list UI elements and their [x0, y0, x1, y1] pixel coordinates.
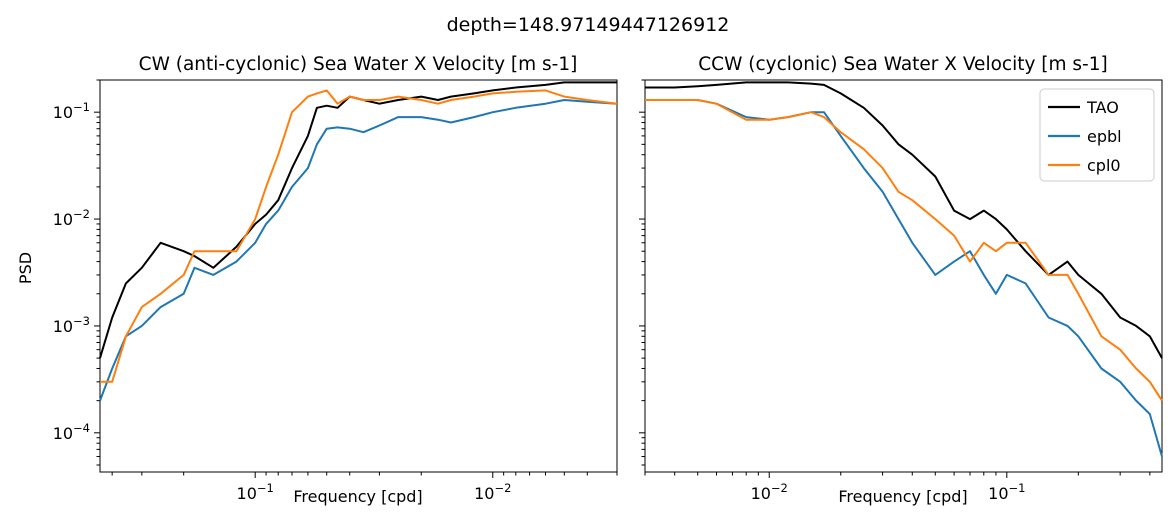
left-y-tick-label: 10−3 — [53, 314, 90, 336]
right-panel: CCW (cyclonic) Sea Water X Velocity [m s… — [639, 54, 1163, 506]
left-panel: CW (anti-cyclonic) Sea Water X Velocity … — [16, 54, 618, 506]
left-ticks: 10−2 10−1 10−4 10−3 10−2 10−1 — [53, 79, 618, 503]
left-x-tick-label: 10−1 — [237, 481, 274, 503]
left-ylabel: PSD — [16, 252, 35, 284]
left-y-tick-label: 10−1 — [53, 100, 90, 122]
legend-label-cpl0: cpl0 — [1087, 156, 1121, 175]
suptitle: depth=148.97149447126912 — [447, 14, 730, 36]
right-xlabel: Frequency [cpd] — [838, 487, 967, 506]
right-series-tao-line — [645, 81, 1163, 359]
legend-label-tao: TAO — [1086, 98, 1119, 117]
right-x-tick-label: 10−1 — [988, 481, 1025, 503]
left-series-epbl-line — [99, 99, 618, 401]
left-x-tick-label: 10−2 — [474, 481, 511, 503]
legend-box — [1039, 88, 1155, 182]
left-y-tick-label: 10−4 — [53, 421, 90, 443]
right-series-cpl0-line — [645, 99, 1163, 402]
right-x-tick-label: 10−2 — [751, 481, 788, 503]
left-y-tick-label: 10−2 — [53, 207, 90, 229]
right-axes-frame — [644, 79, 1163, 473]
right-ticks: 10−2 10−1 — [639, 79, 1151, 503]
right-lines — [645, 81, 1163, 457]
legend-label-epbl: epbl — [1087, 127, 1122, 146]
left-xlabel: Frequency [cpd] — [293, 487, 422, 506]
left-series-cpl0-line — [100, 89, 618, 383]
left-series-tao-line — [99, 81, 617, 359]
right-title: CCW (cyclonic) Sea Water X Velocity [m s… — [698, 54, 1107, 75]
left-axes-frame — [99, 79, 618, 473]
left-title: CW (anti-cyclonic) Sea Water X Velocity … — [139, 54, 578, 75]
left-lines — [99, 81, 618, 401]
legend: TAO epbl cpl0 — [1039, 88, 1155, 182]
